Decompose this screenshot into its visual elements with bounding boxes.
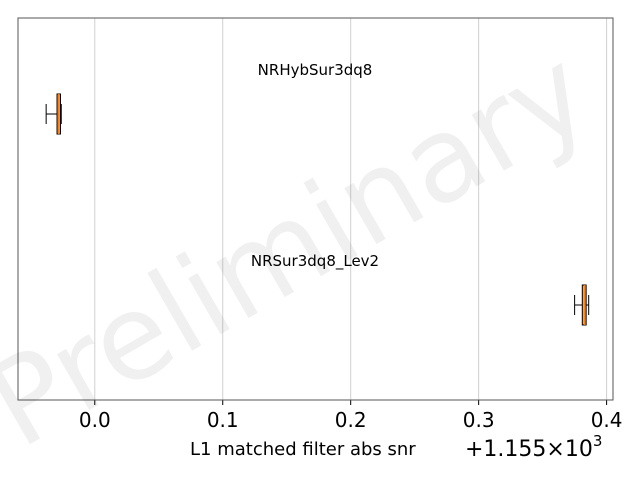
x-axis-offset-base: +1.155×10 bbox=[465, 437, 593, 462]
x-axis-offset: +1.155×103 bbox=[465, 432, 602, 462]
x-tick-label: 0.0 bbox=[79, 408, 111, 432]
series-layer: NRHybSur3dq8 NRSur3dq8_Lev2 bbox=[45, 61, 590, 326]
tick-layer: 0.0 0.1 0.2 0.3 0.4 bbox=[79, 400, 623, 432]
box-series: NRHybSur3dq8 bbox=[45, 61, 373, 135]
x-tick-label: 0.4 bbox=[591, 408, 623, 432]
x-axis-label: L1 matched filter abs snr bbox=[190, 439, 416, 460]
series-label: NRSur3dq8_Lev2 bbox=[251, 252, 379, 271]
series-label: NRHybSur3dq8 bbox=[258, 61, 373, 79]
x-tick-label: 0.2 bbox=[335, 408, 367, 432]
x-axis-offset-exponent: 3 bbox=[593, 432, 603, 450]
plot-frame bbox=[17, 17, 614, 401]
watermark-text: Preliminary bbox=[0, 22, 611, 475]
x-tick-label: 0.3 bbox=[463, 408, 495, 432]
box-series: NRSur3dq8_Lev2 bbox=[251, 252, 590, 326]
x-tick-label: 0.1 bbox=[207, 408, 239, 432]
grid-layer bbox=[94, 18, 608, 400]
